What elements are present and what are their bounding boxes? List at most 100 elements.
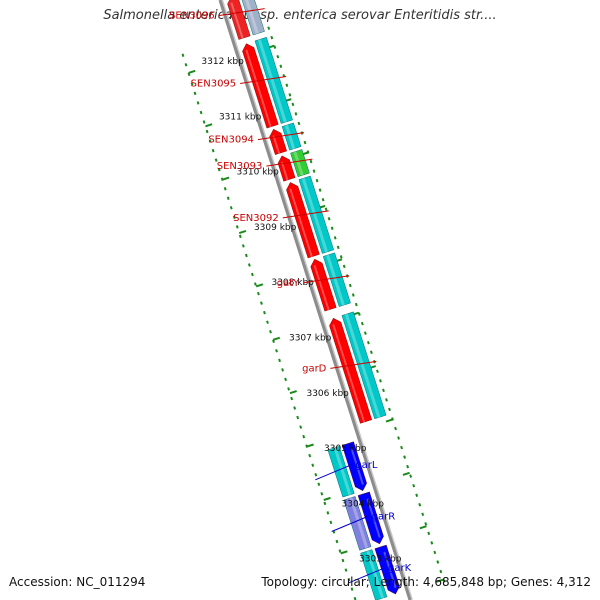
minor-tick xyxy=(357,312,361,316)
cds-highlight xyxy=(272,135,281,154)
minor-tick xyxy=(427,531,431,536)
minor-tick xyxy=(208,139,212,143)
minor-tick xyxy=(291,102,295,107)
cds-arrow xyxy=(242,43,279,129)
gene-gatY xyxy=(310,252,351,312)
gene-bar-highlight xyxy=(326,254,345,306)
topology-label: Topology: circular; Length: 4,685,848 bp… xyxy=(261,575,591,589)
minor-tick xyxy=(323,501,327,506)
scale-label: 3305 kbp xyxy=(324,444,367,454)
label-leader xyxy=(240,76,287,84)
minor-tick xyxy=(342,264,346,269)
gene-SEN3092 xyxy=(286,175,335,259)
minor-tick xyxy=(409,474,413,478)
minor-tick xyxy=(430,541,434,545)
minor-tick xyxy=(318,188,322,192)
minor-tick xyxy=(320,492,324,496)
gene-label-SEN3096: SEN3096 xyxy=(169,11,215,22)
cds-highlight xyxy=(383,551,397,589)
minor-tick xyxy=(317,482,321,486)
gene-bar xyxy=(343,496,372,551)
cds-highlight xyxy=(245,49,272,128)
minor-tick xyxy=(348,283,352,288)
minor-tick xyxy=(329,520,333,525)
minor-tick xyxy=(199,110,203,115)
minor-tick xyxy=(403,455,407,459)
gene-bar xyxy=(290,149,310,178)
organism-title: Salmonella enterica subsp. enterica sero… xyxy=(103,8,497,23)
label-leader xyxy=(218,8,265,17)
cds-arrow xyxy=(374,544,400,595)
cds-arrow xyxy=(227,0,251,40)
minor-tick xyxy=(397,436,400,440)
label-leader xyxy=(266,158,313,167)
label-leader xyxy=(315,464,352,481)
minor-tick xyxy=(290,396,294,401)
gene-bar xyxy=(327,445,355,498)
minor-tick xyxy=(388,407,391,412)
scale-label: 3304 kbp xyxy=(342,499,385,509)
minor-tick xyxy=(288,93,292,97)
gene-bar-highlight xyxy=(245,0,259,35)
gene-bar xyxy=(281,122,302,151)
minor-tick xyxy=(360,321,364,326)
minor-tick xyxy=(421,512,425,517)
cds-highlight xyxy=(230,2,244,39)
major-tick xyxy=(306,443,314,448)
major-tick xyxy=(385,418,393,423)
minor-tick xyxy=(415,493,419,497)
minor-tick xyxy=(260,301,263,305)
left-tick-track xyxy=(267,26,446,583)
gene-bar xyxy=(241,0,265,36)
cds-arrow xyxy=(329,317,373,424)
minor-tick xyxy=(275,349,278,353)
right-tick-track xyxy=(181,53,357,600)
minor-tick xyxy=(266,320,269,324)
minor-tick xyxy=(400,445,403,450)
minor-tick xyxy=(385,398,388,402)
minor-tick xyxy=(193,91,197,96)
minor-tick xyxy=(273,45,277,49)
label-leader xyxy=(282,210,329,219)
scale-label: 3303 kbp xyxy=(359,555,402,565)
minor-tick xyxy=(279,64,283,68)
minor-tick xyxy=(347,577,351,582)
minor-tick xyxy=(369,350,373,354)
minor-tick xyxy=(205,129,209,134)
minor-tick xyxy=(308,453,312,458)
minor-tick xyxy=(326,511,330,515)
minor-tick xyxy=(214,158,218,162)
gene-bar-highlight xyxy=(301,177,329,253)
label-leader xyxy=(330,360,377,369)
cds-highlight xyxy=(280,161,289,181)
minor-tick xyxy=(354,302,358,307)
minor-tick xyxy=(196,101,200,105)
major-tick xyxy=(340,550,348,555)
minor-tick xyxy=(202,120,206,124)
minor-tick xyxy=(244,253,248,258)
minor-tick xyxy=(324,207,328,211)
minor-tick xyxy=(394,426,397,431)
minor-tick xyxy=(238,234,242,239)
minor-tick xyxy=(302,434,306,439)
minor-tick xyxy=(211,148,215,153)
minor-tick xyxy=(305,444,309,448)
major-tick xyxy=(205,123,213,128)
minor-tick xyxy=(315,178,319,183)
gene-bar xyxy=(298,175,335,254)
cds-highlight xyxy=(350,448,364,485)
minor-tick xyxy=(311,463,315,467)
minor-tick xyxy=(284,377,288,382)
minor-tick xyxy=(297,121,301,126)
minor-tick xyxy=(338,549,342,553)
minor-tick xyxy=(184,63,188,67)
gene-label-SEN3093: SEN3093 xyxy=(217,161,263,172)
cds-arrow xyxy=(357,491,384,545)
minor-tick xyxy=(257,291,260,296)
gene-SEN3095 xyxy=(242,36,293,129)
gene-label-gatY: gatY xyxy=(277,278,300,289)
gene-garL xyxy=(327,441,367,498)
gene-bar-highlight xyxy=(366,550,385,599)
genes-layer xyxy=(227,0,400,600)
